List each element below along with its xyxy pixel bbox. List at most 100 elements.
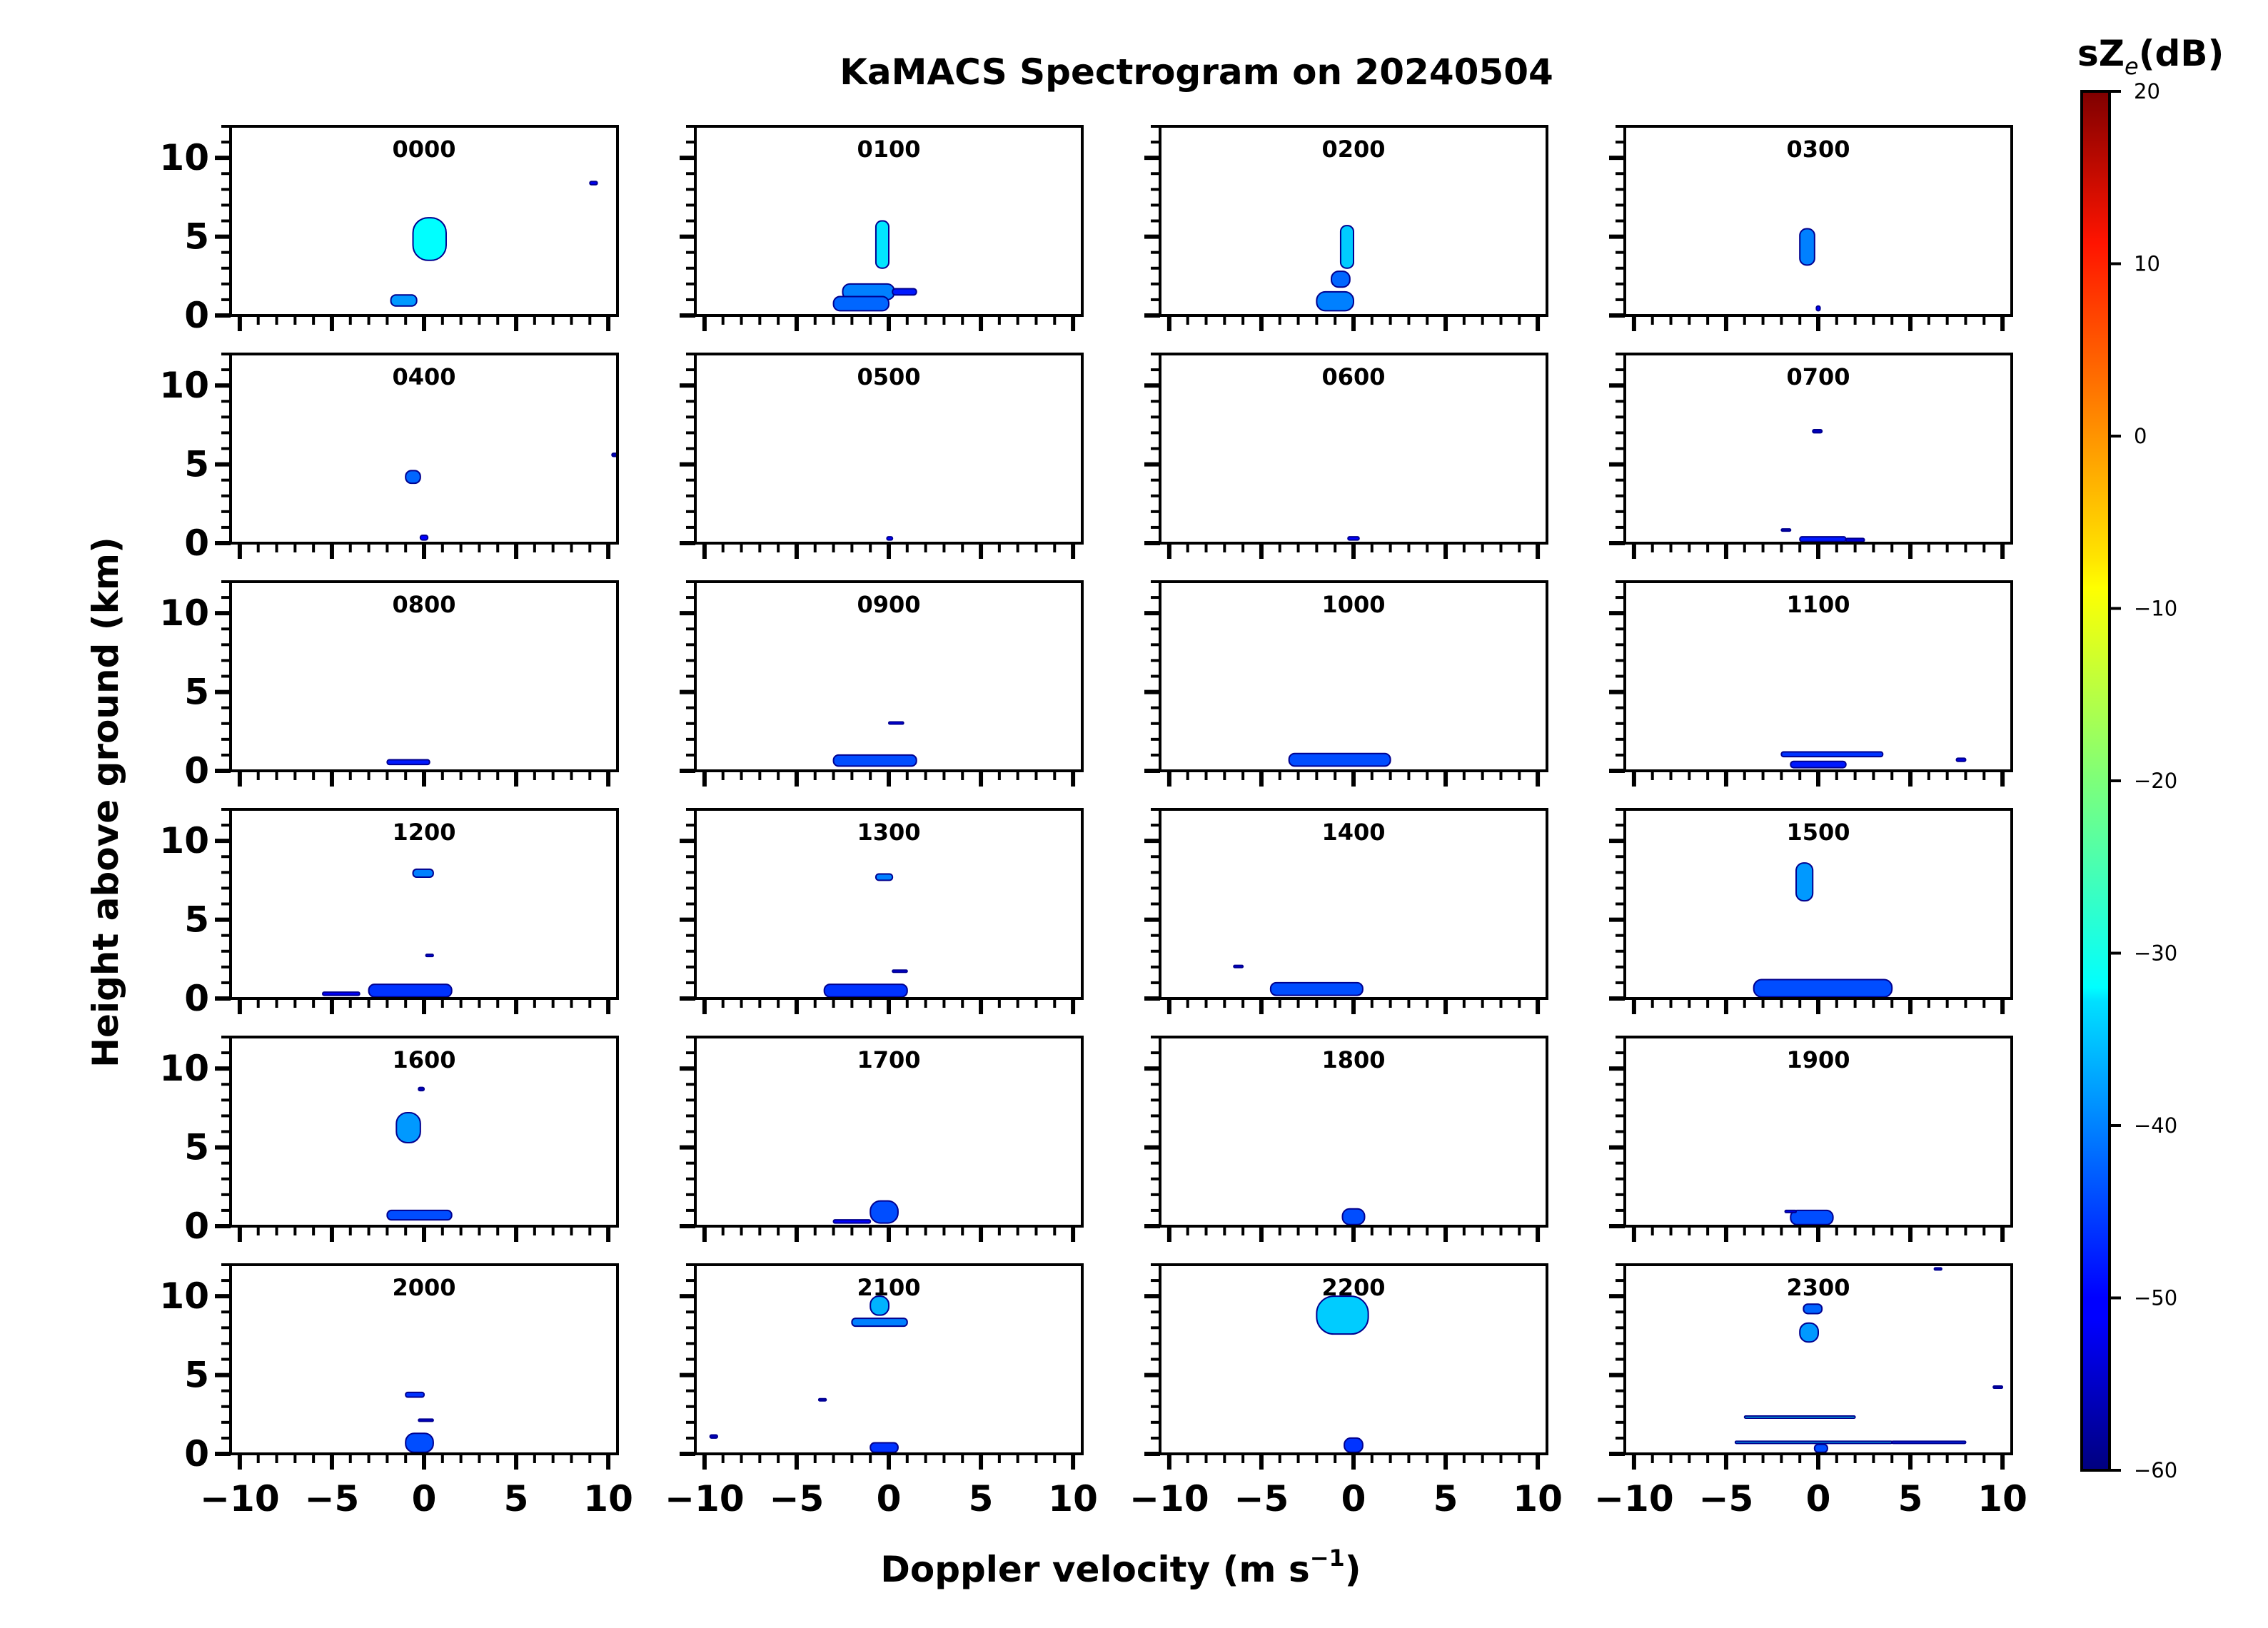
x-tick-label: 0 (1806, 1478, 1831, 1520)
x-tick-label: 5 (1898, 1478, 1923, 1520)
y-tick-label: 10 (159, 1048, 209, 1089)
panel-1100: 1100 (1609, 580, 2013, 787)
panel-time-label: 1600 (392, 1046, 455, 1073)
panel-background (1625, 126, 2012, 315)
echo-1000-0 (1288, 752, 1391, 767)
echo-2300-4 (1891, 1440, 1967, 1445)
echo-0700-3 (1780, 528, 1792, 532)
panel-background (1625, 1037, 2012, 1226)
panel-time-label: 0100 (857, 136, 920, 163)
echo-0200-1 (1316, 290, 1355, 312)
echo-0100-0 (875, 220, 890, 269)
panel-1000: 1000 (1144, 580, 1548, 787)
panel-background (1625, 354, 2012, 543)
panel-background (231, 354, 618, 543)
echo-1900-1 (1784, 1209, 1798, 1213)
panel-background (231, 1037, 618, 1226)
panel-background (695, 354, 1082, 543)
panel-1300: 1300 (680, 808, 1084, 1014)
echo-2000-1 (405, 1391, 425, 1398)
x-tick-label: 10 (1977, 1478, 2027, 1520)
colorbar-tick-label: −50 (2134, 1286, 2177, 1310)
echo-0700-0 (1799, 536, 1847, 542)
panel-1200: 1200 0 5 10 (159, 808, 619, 1019)
x-tick-label: −5 (1234, 1478, 1289, 1520)
y-tick-label: 10 (159, 365, 209, 406)
echo-0300-1 (1815, 305, 1821, 312)
colorbar-tick-label: −20 (2134, 769, 2177, 793)
panel-time-label: 1900 (1786, 1046, 1850, 1073)
echo-0100-3 (892, 288, 917, 296)
echo-2000-2 (418, 1418, 434, 1422)
panel-0900: 0900 (680, 580, 1084, 787)
echo-1500-0 (1795, 862, 1814, 902)
panel-0500: 0500 (680, 353, 1084, 559)
colorbar-title-main: sZ (2077, 33, 2125, 74)
echo-0700-1 (1845, 537, 1865, 542)
y-tick-label: 5 (184, 899, 209, 941)
x-axis-label-main: Doppler velocity (m s (880, 1549, 1309, 1590)
panel-0600: 0600 (1144, 353, 1548, 559)
panel-time-label: 2100 (857, 1274, 920, 1301)
echo-0600-0 (1347, 536, 1360, 541)
y-tick-label: 5 (184, 1355, 209, 1396)
colorbar-tick-label: 20 (2134, 79, 2160, 103)
colorbar-title: sZe(dB) (2077, 33, 2224, 80)
echo-0400-0 (405, 470, 421, 485)
echo-1600-2 (418, 1086, 425, 1092)
panel-0800: 0800 0 5 10 (159, 580, 619, 792)
colorbar-tick-label: −10 (2134, 597, 2177, 621)
x-tick-label: 5 (504, 1478, 529, 1520)
echo-1300-0 (875, 873, 894, 881)
panel-1500: 1500 (1609, 808, 2013, 1014)
panel-time-label: 0300 (1786, 136, 1850, 163)
echo-0200-2 (1331, 271, 1351, 288)
echo-1700-1 (832, 1219, 872, 1224)
echo-1200-0 (412, 868, 434, 878)
panel-background (1625, 809, 2012, 998)
echo-1600-0 (395, 1112, 421, 1143)
panel-background (1160, 582, 1547, 771)
panel-background (1160, 126, 1547, 315)
panel-time-label: 1200 (392, 819, 455, 846)
echo-1100-0 (1780, 751, 1884, 758)
panel-0400: 0400 0 5 10 (159, 353, 619, 564)
x-tick-label: −10 (1594, 1478, 1673, 1520)
colorbar-title-unit: (dB) (2139, 33, 2224, 74)
panel-time-label: 1400 (1321, 819, 1385, 846)
panel-2100: 2100 −10 −5 0 5 10 (665, 1263, 1098, 1520)
y-tick-label: 5 (184, 444, 209, 485)
y-tick-label: 5 (184, 216, 209, 258)
echo-2100-4 (709, 1434, 718, 1439)
echo-0900-1 (888, 721, 904, 725)
panel-1900: 1900 (1609, 1036, 2013, 1242)
panel-1600: 1600 0 5 10 (159, 1036, 619, 1247)
panel-time-label: 2200 (1321, 1274, 1385, 1301)
echo-2300-0 (1799, 1322, 1819, 1343)
echo-2300-3 (1734, 1440, 1893, 1445)
panel-time-label: 2300 (1786, 1274, 1850, 1301)
panel-0300: 0300 (1609, 125, 2013, 331)
echo-2200-0 (1316, 1295, 1369, 1335)
echo-1100-2 (1955, 757, 1967, 762)
panel-background (695, 1265, 1082, 1454)
x-tick-label: 5 (1433, 1478, 1458, 1520)
panel-background (1160, 1037, 1547, 1226)
y-axis-label: Height above ground (km) (85, 537, 126, 1068)
panel-background (1625, 582, 2012, 771)
echo-1500-1 (1753, 979, 1893, 998)
x-tick-label: 0 (877, 1478, 902, 1520)
echo-2100-3 (817, 1397, 827, 1402)
panel-background (231, 582, 618, 771)
echo-1800-0 (1341, 1208, 1366, 1225)
panel-time-label: 1100 (1786, 591, 1850, 618)
x-tick-label: −5 (1699, 1478, 1754, 1520)
y-tick-label: 5 (184, 672, 209, 713)
panel-time-label: 1800 (1321, 1046, 1385, 1073)
panel-time-label: 0700 (1786, 363, 1850, 390)
echo-0000-0 (412, 217, 447, 261)
x-tick-label: 10 (1048, 1478, 1098, 1520)
x-tick-label: 0 (1341, 1478, 1366, 1520)
